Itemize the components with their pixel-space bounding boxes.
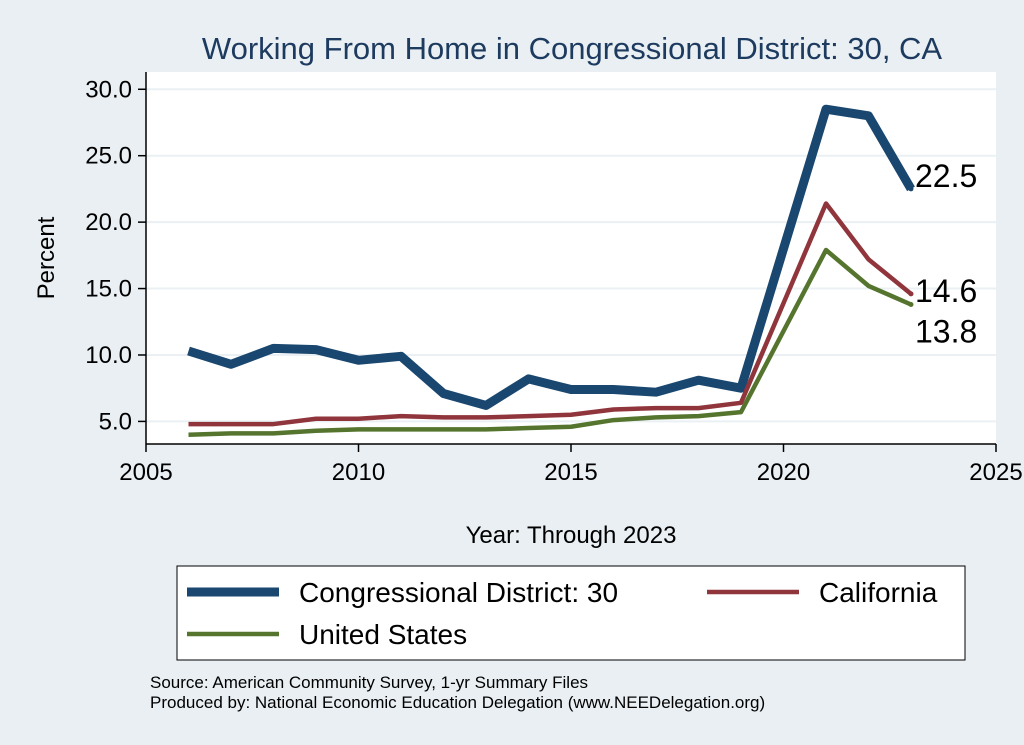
end-label-united-states: 13.8 xyxy=(915,314,977,350)
end-label-congressional-district-30: 22.5 xyxy=(915,158,977,194)
y-axis-title: Percent xyxy=(33,216,60,299)
chart-title: Working From Home in Congressional Distr… xyxy=(202,31,943,66)
y-tick-label: 25.0 xyxy=(85,143,132,170)
source-note: Source: American Community Survey, 1-yr … xyxy=(150,673,588,692)
end-labels: 22.5 14.6 13.8 xyxy=(915,158,977,350)
end-point-united-states xyxy=(908,302,914,307)
end-point-congressional-district-30 xyxy=(908,186,914,192)
producer-note: Produced by: National Economic Education… xyxy=(150,693,765,712)
legend-box xyxy=(176,565,966,661)
series-line-california xyxy=(188,201,913,427)
x-tick-label: 2010 xyxy=(332,459,385,486)
legend: Congressional District: 30 California Unit… xyxy=(187,577,938,650)
x-tick-label: 2025 xyxy=(969,459,1022,486)
x-tick-label: 2015 xyxy=(544,459,597,486)
x-axis-title: Year: Through 2023 xyxy=(466,522,677,549)
y-tick-label: 10.0 xyxy=(85,342,132,369)
y-tick-label: 30.0 xyxy=(85,76,132,103)
y-tick-label: 15.0 xyxy=(85,276,132,303)
axes: 5.0 10.0 15.0 20.0 25.0 30.0 2005 2010 2015 2020 2… xyxy=(85,72,1023,486)
end-label-california: 14.6 xyxy=(915,273,977,309)
plot-area xyxy=(146,72,996,444)
y-tick-label: 20.0 xyxy=(85,209,132,236)
end-point-california xyxy=(908,291,914,297)
x-tick-label: 2020 xyxy=(757,459,810,486)
series-line-congressional-district-30 xyxy=(187,104,915,410)
series-line-united-states xyxy=(188,247,912,437)
y-tick-label: 5.0 xyxy=(99,408,132,435)
x-tick-label: 2005 xyxy=(119,459,172,486)
legend-label-california: California xyxy=(819,577,938,608)
legend-label-united-states: United States xyxy=(299,619,467,650)
legend-label-congressional-district-30: Congressional District: 30 xyxy=(299,577,618,608)
series-lines xyxy=(187,104,915,437)
